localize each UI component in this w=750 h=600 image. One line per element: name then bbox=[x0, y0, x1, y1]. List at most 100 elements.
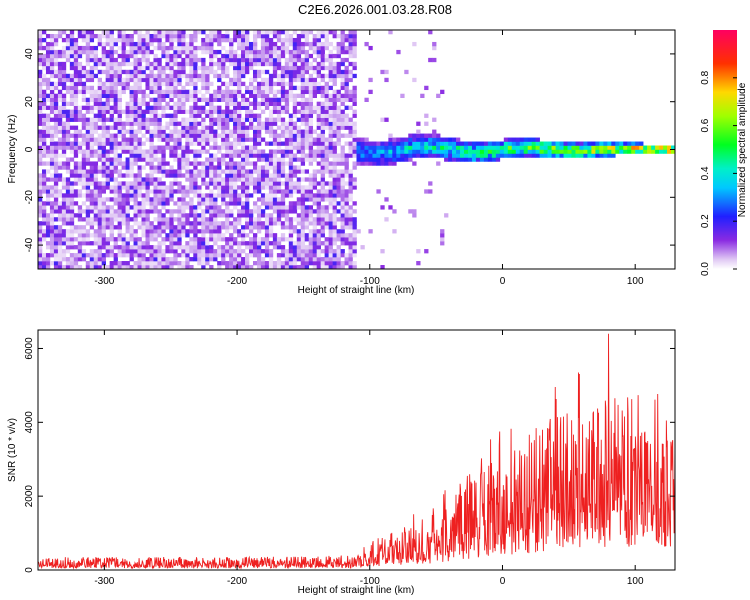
spectrogram-cell bbox=[284, 97, 290, 102]
spectrogram-cell bbox=[49, 221, 55, 226]
spectrogram-cell bbox=[193, 193, 198, 198]
spectrogram-cell bbox=[249, 193, 254, 198]
spectrogram-cell bbox=[109, 253, 114, 258]
spectrogram-cell bbox=[340, 173, 345, 178]
spectrogram-cell bbox=[177, 153, 182, 158]
spectrogram-cell bbox=[149, 77, 154, 83]
spectrogram-cell bbox=[117, 161, 122, 166]
spectrogram-cell bbox=[471, 141, 477, 146]
spectrogram-cell bbox=[105, 149, 110, 154]
spectrogram-cell bbox=[515, 141, 521, 146]
spectrogram-cell bbox=[97, 205, 102, 210]
spectrogram-cell bbox=[193, 73, 198, 79]
spectrogram-cell bbox=[93, 121, 99, 126]
spectrogram-cell bbox=[38, 189, 43, 194]
spectrogram-cell bbox=[233, 101, 238, 106]
spectrogram-cell bbox=[312, 221, 317, 226]
spectrogram-cell bbox=[121, 241, 126, 246]
spectrogram-cell bbox=[93, 193, 99, 198]
spectrogram-cell bbox=[69, 233, 75, 238]
spectrogram-cell bbox=[109, 81, 114, 87]
spectrogram-cell bbox=[296, 229, 302, 234]
spectrogram-cell bbox=[137, 261, 142, 266]
spectrogram-cell bbox=[340, 185, 345, 190]
spectrogram-cell bbox=[105, 249, 110, 254]
spectrogram-cell bbox=[217, 89, 222, 95]
spectrogram-cell bbox=[161, 89, 166, 95]
spectrogram-cell bbox=[105, 177, 110, 182]
spectrogram-cell bbox=[81, 253, 87, 258]
spectrogram-cell bbox=[344, 153, 349, 158]
spectrogram-cell bbox=[304, 53, 310, 59]
spectrogram-x-label: Height of straight line (km) bbox=[298, 285, 415, 296]
spectrogram-cell bbox=[252, 117, 258, 122]
spectrogram-cell bbox=[316, 209, 321, 214]
spectrogram-cell bbox=[340, 241, 345, 246]
spectrogram-cell bbox=[201, 109, 206, 114]
spectrogram-cell bbox=[304, 97, 310, 102]
spectrogram-cell bbox=[272, 169, 278, 174]
spectrogram-cell bbox=[38, 133, 43, 138]
spectrogram-cell bbox=[201, 93, 206, 99]
spectrogram-cell bbox=[245, 185, 250, 190]
spectrogram-cell bbox=[233, 81, 238, 87]
spectrogram-cell bbox=[288, 209, 294, 214]
spectrogram-cell bbox=[217, 169, 222, 174]
spectrogram-cell bbox=[225, 145, 230, 150]
spectrogram-cell bbox=[320, 189, 325, 194]
spectrogram-cell bbox=[233, 165, 238, 170]
spectrogram-cell bbox=[89, 141, 95, 146]
spectrogram-cell bbox=[241, 49, 246, 55]
spectrogram-cell bbox=[113, 169, 118, 174]
spectrogram-cell bbox=[420, 93, 425, 99]
spectrogram-cell bbox=[185, 253, 190, 258]
spectrogram-cell bbox=[73, 253, 79, 258]
spectrogram-cell bbox=[53, 229, 59, 234]
spectrogram-cell bbox=[149, 237, 154, 242]
spectrogram-cell bbox=[133, 193, 138, 198]
spectrogram-cell bbox=[300, 61, 306, 67]
spectrogram-cell bbox=[316, 37, 321, 43]
spectrogram-cell bbox=[201, 45, 206, 51]
spectrogram-cell bbox=[81, 177, 87, 182]
spectrogram-cell bbox=[161, 161, 166, 166]
spectrogram-cell bbox=[229, 133, 234, 138]
spectrogram-cell bbox=[189, 221, 194, 226]
spectrogram-cell bbox=[300, 69, 306, 75]
spectrogram-cell bbox=[77, 113, 83, 118]
spectrogram-cell bbox=[483, 149, 489, 154]
spectrogram-cell bbox=[280, 249, 286, 254]
spectrogram-cell bbox=[336, 257, 341, 262]
spectrogram-cell bbox=[145, 53, 150, 59]
spectrogram-cell bbox=[575, 149, 580, 154]
spectrogram-cell bbox=[288, 113, 294, 118]
spectrogram-cell bbox=[268, 77, 274, 83]
spectrogram-cell bbox=[109, 177, 114, 182]
spectrogram-cell bbox=[360, 153, 365, 158]
spectrogram-cell bbox=[181, 45, 186, 51]
spectrogram-cell bbox=[467, 153, 473, 158]
spectrogram-cell bbox=[69, 53, 75, 59]
spectrogram-cell bbox=[272, 233, 278, 238]
spectrogram-cell bbox=[340, 249, 345, 254]
spectrogram-cell bbox=[364, 137, 369, 142]
spectrogram-cell bbox=[201, 141, 206, 146]
spectrogram-cell bbox=[125, 69, 130, 75]
spectrogram-cell bbox=[38, 213, 43, 218]
spectrogram-cell bbox=[336, 113, 341, 118]
spectrogram-cell bbox=[249, 217, 254, 222]
spectrogram-cell bbox=[328, 265, 333, 270]
spectrogram-cell bbox=[169, 213, 174, 218]
spectrogram-cell bbox=[65, 129, 71, 134]
spectrogram-cell bbox=[264, 81, 270, 87]
spectrogram-cell bbox=[129, 249, 134, 254]
spectrogram-cell bbox=[137, 33, 142, 39]
spectrogram-cell bbox=[49, 145, 55, 150]
spectrogram-cell bbox=[73, 213, 79, 218]
spectrogram-cell bbox=[85, 149, 91, 154]
spectrogram-cell bbox=[197, 189, 202, 194]
spectrogram-cell bbox=[324, 121, 329, 126]
spectrogram-cell bbox=[81, 193, 87, 198]
spectrogram-cell bbox=[288, 161, 294, 166]
spectrogram-cell bbox=[45, 53, 51, 59]
